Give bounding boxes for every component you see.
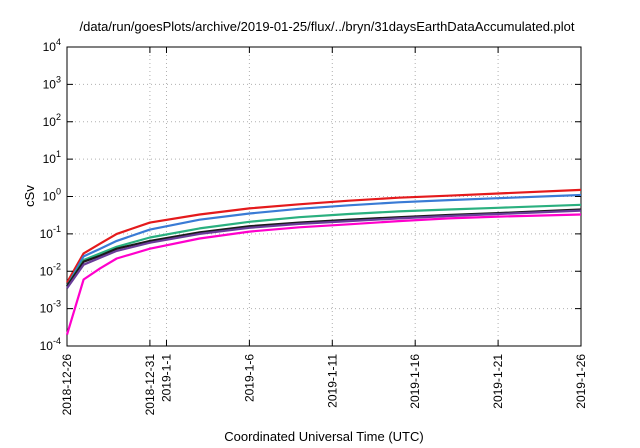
y-tick-label: 102: [43, 112, 61, 129]
x-tick-label: 2018-12-26: [60, 354, 74, 416]
x-tick-label: 2019-1-16: [408, 354, 422, 409]
y-tick-label: 101: [43, 149, 61, 166]
chart-title: /data/run/goesPlots/archive/2019-01-25/f…: [79, 19, 574, 34]
x-tick-label: 2018-12-31: [143, 354, 157, 416]
x-tick-label: 2019-1-6: [242, 354, 256, 402]
series-group: [65, 188, 582, 336]
x-tick-label: 2019-1-1: [159, 354, 173, 402]
series-line-3: [66, 203, 582, 287]
x-tick-label: 2019-1-11: [325, 354, 339, 408]
x-tick-label: 2019-1-21: [491, 354, 505, 409]
tick-group: 10-4 10-3 10-2 10-1 100 101 102 103 104 2018-12-2…: [40, 37, 588, 415]
y-tick-label: 100: [43, 187, 61, 204]
y-axis-label: cSv: [22, 185, 37, 207]
series-line-6: [65, 213, 582, 336]
x-axis-label: Coordinated Universal Time (UTC): [224, 429, 423, 444]
y-tick-label: 103: [43, 74, 61, 91]
grid: [67, 47, 581, 346]
series-line-4: [66, 208, 582, 287]
series-line-1: [66, 188, 582, 284]
y-tick-label: 10-2: [40, 261, 61, 278]
series-line-5: [66, 209, 582, 289]
series-line-2: [66, 193, 582, 287]
y-tick-label: 10-1: [40, 224, 61, 241]
y-tick-label: 10-4: [40, 336, 61, 353]
x-tick-label: 2019-1-26: [574, 354, 588, 409]
y-tick-label: 104: [43, 37, 61, 54]
y-tick-label: 10-3: [40, 299, 61, 316]
